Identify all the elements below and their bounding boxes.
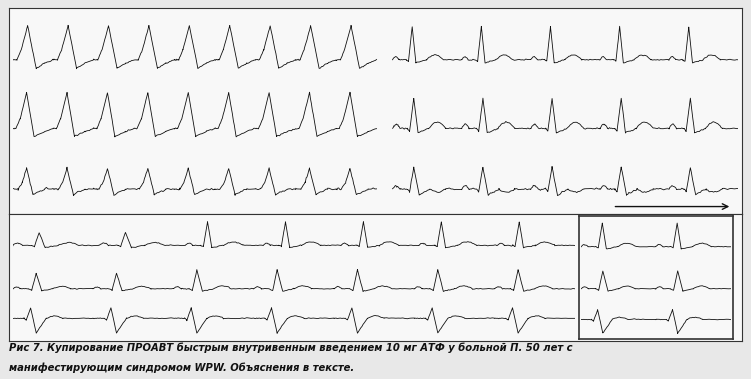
Text: манифестирующим синдромом WPW. Объяснения в тексте.: манифестирующим синдромом WPW. Объяснени… — [9, 363, 354, 373]
Text: Рис 7. Купирование ПРОАВТ быстрым внутривенным введением 10 мг АТФ у больной П. : Рис 7. Купирование ПРОАВТ быстрым внутри… — [9, 342, 572, 352]
